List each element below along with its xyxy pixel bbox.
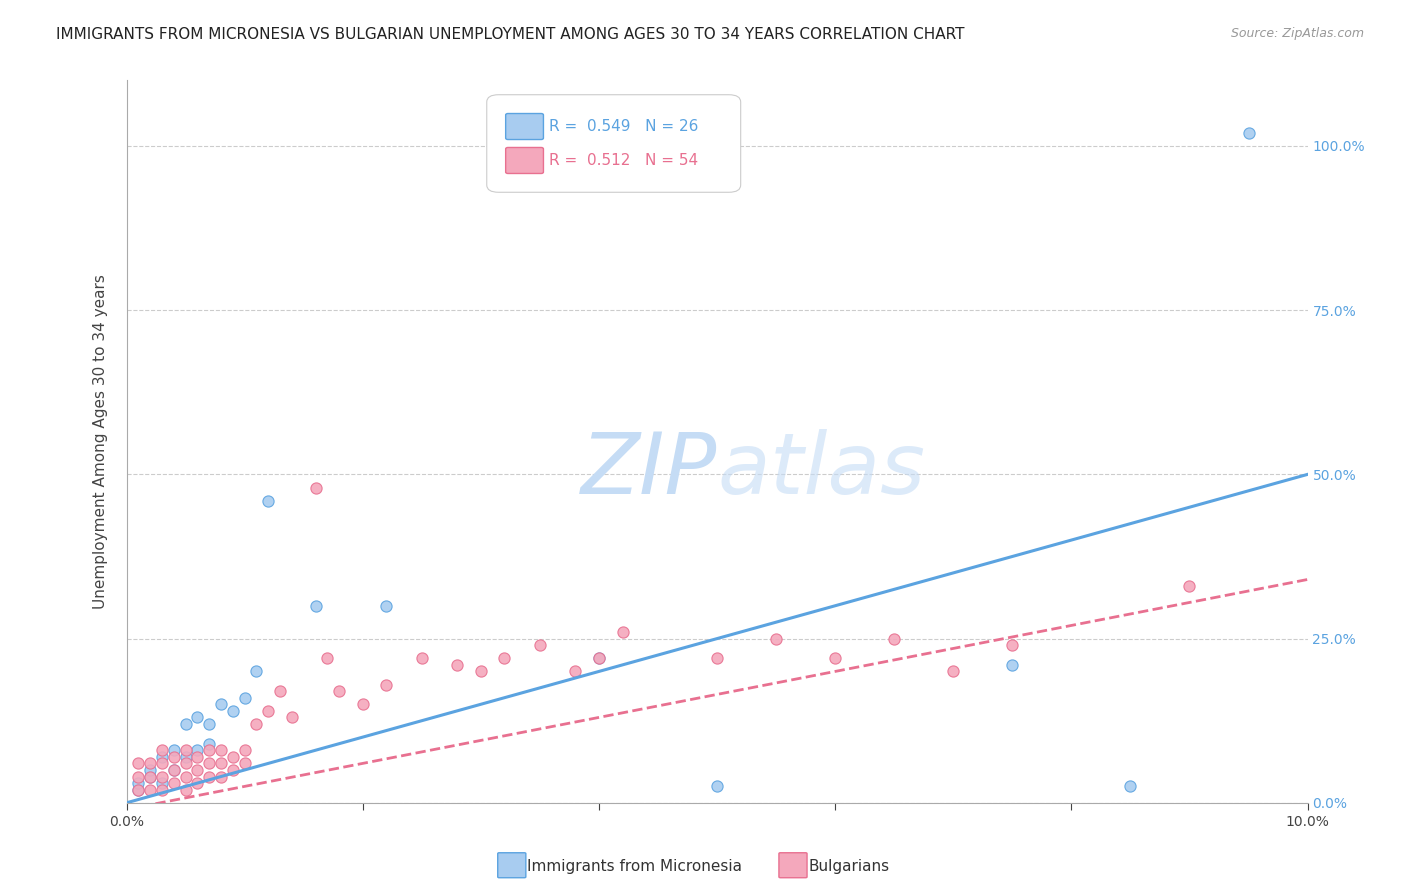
Point bbox=[588, 651, 610, 665]
Point bbox=[150, 749, 173, 764]
Point bbox=[222, 763, 245, 777]
Point bbox=[150, 770, 173, 784]
Point bbox=[127, 776, 149, 790]
Point bbox=[163, 749, 186, 764]
Point bbox=[245, 717, 267, 731]
Point bbox=[174, 743, 197, 757]
FancyBboxPatch shape bbox=[506, 113, 544, 139]
Point bbox=[446, 657, 468, 672]
Point bbox=[257, 704, 280, 718]
Point bbox=[127, 782, 149, 797]
Point bbox=[186, 776, 208, 790]
Point bbox=[209, 756, 232, 771]
Point bbox=[257, 493, 280, 508]
Point bbox=[612, 625, 634, 640]
Point bbox=[222, 704, 245, 718]
Point bbox=[174, 770, 197, 784]
Point bbox=[470, 665, 492, 679]
Text: Bulgarians: Bulgarians bbox=[808, 859, 890, 873]
Point bbox=[198, 770, 221, 784]
Point bbox=[765, 632, 787, 646]
Y-axis label: Unemployment Among Ages 30 to 34 years: Unemployment Among Ages 30 to 34 years bbox=[93, 274, 108, 609]
Point bbox=[411, 651, 433, 665]
Text: atlas: atlas bbox=[717, 429, 925, 512]
FancyBboxPatch shape bbox=[486, 95, 741, 193]
Point bbox=[1001, 638, 1024, 652]
Point bbox=[163, 763, 186, 777]
Point bbox=[150, 756, 173, 771]
Point bbox=[127, 770, 149, 784]
Point bbox=[281, 710, 304, 724]
Point bbox=[375, 677, 398, 691]
Point bbox=[588, 651, 610, 665]
Point bbox=[222, 749, 245, 764]
Point bbox=[186, 763, 208, 777]
Point bbox=[174, 717, 197, 731]
Text: ZIP: ZIP bbox=[581, 429, 717, 512]
Point bbox=[198, 743, 221, 757]
Point bbox=[328, 684, 350, 698]
Point bbox=[304, 481, 326, 495]
Point bbox=[186, 749, 208, 764]
Point bbox=[269, 684, 291, 698]
Point bbox=[163, 763, 186, 777]
Point bbox=[233, 756, 256, 771]
Point bbox=[352, 698, 374, 712]
Point bbox=[209, 770, 232, 784]
Point bbox=[942, 665, 965, 679]
Point bbox=[245, 665, 267, 679]
Point bbox=[150, 743, 173, 757]
Point bbox=[824, 651, 846, 665]
FancyBboxPatch shape bbox=[506, 147, 544, 173]
Point bbox=[494, 651, 516, 665]
Point bbox=[163, 776, 186, 790]
Point bbox=[304, 599, 326, 613]
Point bbox=[706, 651, 728, 665]
Point bbox=[174, 749, 197, 764]
Point bbox=[706, 780, 728, 794]
Point bbox=[150, 782, 173, 797]
Text: IMMIGRANTS FROM MICRONESIA VS BULGARIAN UNEMPLOYMENT AMONG AGES 30 TO 34 YEARS C: IMMIGRANTS FROM MICRONESIA VS BULGARIAN … bbox=[56, 27, 965, 42]
Point bbox=[1119, 780, 1142, 794]
Point bbox=[1001, 657, 1024, 672]
Point bbox=[233, 743, 256, 757]
Point bbox=[163, 743, 186, 757]
Point bbox=[883, 632, 905, 646]
Point bbox=[564, 665, 586, 679]
Point bbox=[1237, 126, 1260, 140]
Text: R =  0.549   N = 26: R = 0.549 N = 26 bbox=[550, 119, 699, 134]
Point bbox=[174, 756, 197, 771]
Text: Immigrants from Micronesia: Immigrants from Micronesia bbox=[527, 859, 742, 873]
Point bbox=[529, 638, 551, 652]
Point bbox=[198, 756, 221, 771]
Text: Source: ZipAtlas.com: Source: ZipAtlas.com bbox=[1230, 27, 1364, 40]
Point bbox=[375, 599, 398, 613]
Point bbox=[139, 770, 162, 784]
Point bbox=[186, 710, 208, 724]
Point bbox=[127, 756, 149, 771]
Point bbox=[1178, 579, 1201, 593]
Point bbox=[233, 690, 256, 705]
Point bbox=[139, 770, 162, 784]
Point bbox=[198, 717, 221, 731]
Point bbox=[209, 743, 232, 757]
Point bbox=[127, 782, 149, 797]
Point bbox=[139, 763, 162, 777]
Point bbox=[198, 737, 221, 751]
Point bbox=[174, 782, 197, 797]
Text: R =  0.512   N = 54: R = 0.512 N = 54 bbox=[550, 153, 699, 168]
Point bbox=[139, 756, 162, 771]
Point bbox=[316, 651, 339, 665]
Point bbox=[186, 743, 208, 757]
Point bbox=[139, 782, 162, 797]
Point bbox=[150, 776, 173, 790]
Point bbox=[209, 698, 232, 712]
